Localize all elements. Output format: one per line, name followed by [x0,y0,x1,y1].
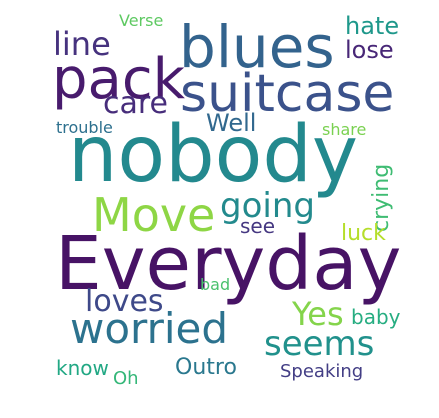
word-everyday: Everyday [55,221,401,307]
word-seems: seems [264,324,374,364]
word-know: know [56,356,109,380]
word-loves: loves [85,284,164,319]
word-suitcase: suitcase [180,64,394,124]
word-verse: Verse [119,11,163,30]
word-see: see [240,214,275,238]
word-line: line [53,25,111,63]
word-pack: pack [52,47,186,112]
word-care: care [103,86,168,121]
word-well: Well [206,109,256,137]
word-nobody: nobody [68,110,358,200]
word-luck: luck [341,221,386,246]
word-going: going [220,186,315,226]
word-trouble: trouble [56,118,113,137]
word-crying: crying [369,164,394,232]
word-bad: bad [200,275,230,294]
word-lose: lose [345,36,394,64]
word-hate: hate [345,12,399,40]
word-worried: worried [70,304,228,353]
word-share: share [322,120,366,139]
word-blues: blues [179,13,335,81]
word-outro: Outro [175,355,237,380]
word-baby: baby [351,305,401,329]
word-move: Move [92,188,215,242]
word-speaking: Speaking [280,361,363,382]
word-oh: Oh [113,368,139,389]
word-yes: Yes [291,295,344,333]
